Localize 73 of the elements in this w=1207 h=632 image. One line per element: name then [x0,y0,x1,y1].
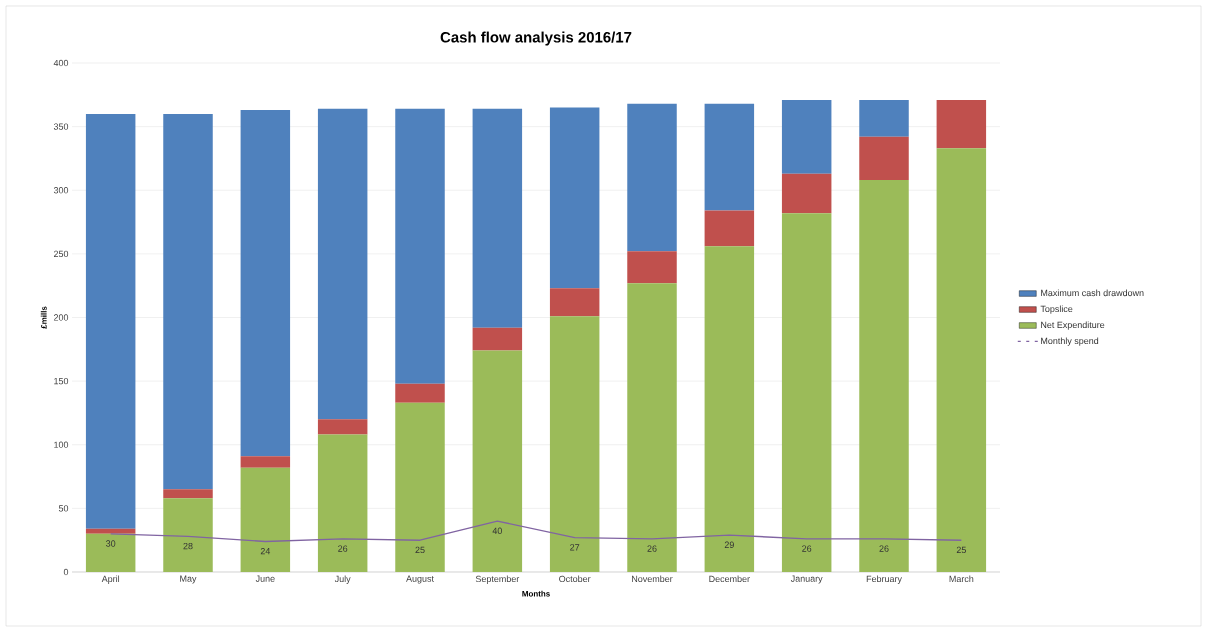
bar [317,419,368,435]
legend-label: Maximum cash drawdown [1041,289,1144,297]
bar [627,103,677,252]
bar [781,99,832,174]
y-tick-label: 400 [53,59,69,67]
y-tick-label: 200 [53,314,69,321]
y-tick-label: 350 [53,123,69,130]
bar [472,327,523,351]
data-label: 25 [415,546,425,554]
bar [704,210,755,247]
bar [317,434,368,572]
legend-label: Topslice [1040,305,1073,314]
data-label: 25 [956,546,966,554]
bar [549,288,600,317]
bar [781,173,832,214]
bar [704,103,755,211]
data-label: 26 [338,545,348,552]
x-tick-label: October [559,575,591,583]
x-tick-label: August [406,575,434,584]
bar [936,148,987,572]
x-tick-label: May [180,575,197,584]
x-tick-label: July [334,575,351,584]
bar [317,108,368,420]
x-tick-label: December [709,575,750,583]
bar [627,251,677,284]
bar [472,108,523,328]
y-tick-label: 100 [54,441,69,448]
y-tick-label: 0 [63,568,69,576]
bar [395,383,445,403]
y-tick-label: 150 [54,377,69,385]
data-label: 26 [879,545,889,552]
bar [85,533,136,572]
data-label: 29 [724,541,734,548]
bar [163,498,213,572]
data-label: 30 [106,540,116,547]
data-label: 26 [647,545,657,552]
bar [240,467,291,572]
bar [395,108,445,384]
bar [859,136,909,181]
chart-title: Cash flow analysis 2016/17 [440,31,632,46]
bar [85,528,136,534]
data-label: 28 [183,542,193,550]
bar [395,402,445,572]
bar [85,113,136,529]
x-tick-label: February [866,575,902,584]
bar [859,99,909,137]
bar [781,213,832,572]
x-tick-label: November [632,575,673,583]
data-label: 27 [570,544,580,551]
legend-label: Net Expenditure [1041,321,1105,330]
x-tick-label: April [101,575,120,584]
x-tick-label: January [790,575,823,584]
bar [240,456,291,468]
legend-label: Monthly spend [1041,337,1099,346]
bar [704,246,755,572]
x-tick-label: June [255,575,275,582]
data-label: 26 [802,545,812,552]
bar [472,350,523,572]
y-tick-label: 250 [53,250,69,258]
data-label: 24 [260,547,271,555]
y-tick-label: 300 [53,187,69,194]
x-tick-label: March [949,575,974,583]
bar [859,180,909,572]
bar [549,316,600,572]
bar [627,283,677,572]
bar [163,113,213,490]
bar [549,107,600,289]
bar [163,489,213,499]
bar [240,110,291,457]
data-label: 40 [492,527,502,534]
x-tick-label: September [475,575,520,584]
y-tick-label: 50 [58,505,69,512]
bar [936,99,987,149]
